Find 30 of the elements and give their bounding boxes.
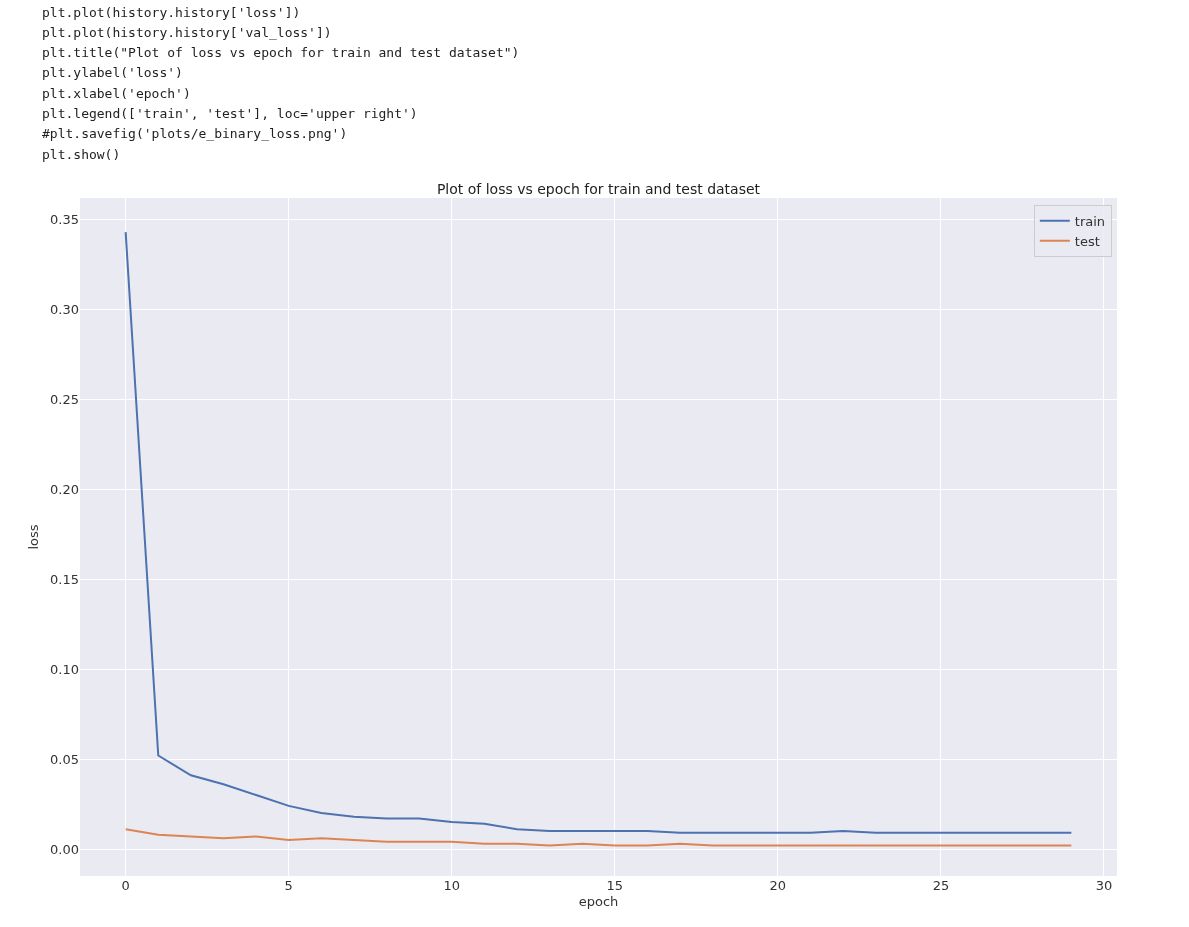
y-tick-label: 0.00 <box>50 841 79 857</box>
text: plt.plot(history.history['loss']) <box>42 5 301 20</box>
line-series <box>124 828 1073 847</box>
x-tick-label: 25 <box>932 878 950 893</box>
x-tick-label: 15 <box>606 878 624 893</box>
line-series <box>124 231 1073 834</box>
y-tick-label: 0.35 <box>50 212 79 228</box>
x-tick-label: 30 <box>1095 878 1113 893</box>
y-tick-label: 0.05 <box>50 751 79 767</box>
y-tick-label: 0.10 <box>50 661 79 677</box>
text: plt.show() <box>42 147 121 162</box>
x-tick-label: 10 <box>443 878 461 893</box>
text: #plt.savefig('plots/e_binary_loss.png') <box>42 126 348 141</box>
y-tick-label: 0.15 <box>50 571 79 587</box>
y-tick-label: 0.20 <box>50 481 79 497</box>
legend-label: test <box>1074 233 1100 249</box>
text: plt.xlabel('epoch') <box>42 86 191 101</box>
text: plt.plot(history.history['val_loss']) <box>42 25 332 40</box>
text: plt.ylabel('loss') <box>42 65 183 80</box>
x-axis-title: epoch <box>578 893 619 909</box>
x-tick-label: 0 <box>121 878 130 893</box>
chart-title: Plot of loss vs epoch for train and test dataset <box>436 180 761 197</box>
text: plt.legend(['train', 'test'], loc='upper right') <box>42 106 418 121</box>
text: plt.title("Plot of loss vs epoch for train and test dataset") <box>42 45 520 60</box>
y-tick-label: 0.30 <box>50 302 79 318</box>
x-tick-label: 20 <box>769 878 787 893</box>
x-tick-label: 5 <box>284 878 293 893</box>
y-tick-label: 0.25 <box>50 391 79 407</box>
legend-label: train <box>1074 213 1106 229</box>
y-axis-title: loss <box>26 524 41 550</box>
